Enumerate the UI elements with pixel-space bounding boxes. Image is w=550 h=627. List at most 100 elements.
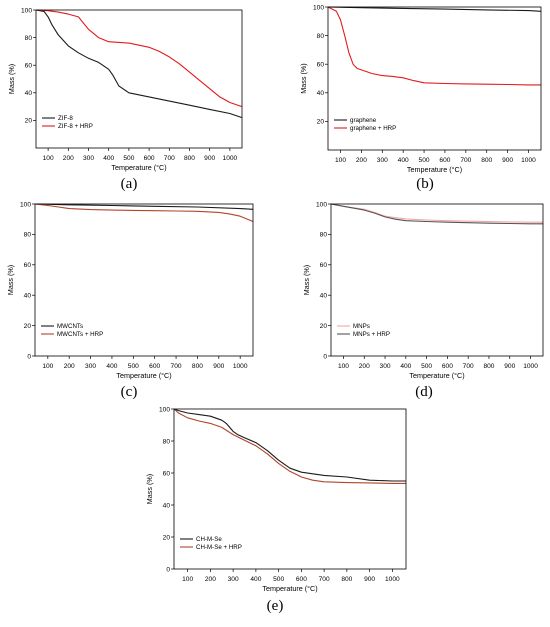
x-tick-label: 600 xyxy=(149,363,160,370)
series-line xyxy=(327,6,542,12)
y-tick-label: 40 xyxy=(163,502,171,509)
x-tick-label: 900 xyxy=(504,363,515,370)
y-tick-label: 20 xyxy=(163,534,171,541)
x-tick-label: 900 xyxy=(213,363,224,370)
x-tick-label: 600 xyxy=(144,155,155,162)
x-tick-label: 300 xyxy=(377,157,388,164)
legend-label: MNPs + HRP xyxy=(353,331,390,338)
series-line xyxy=(173,408,406,484)
x-tick-label: 500 xyxy=(123,155,134,162)
x-tick-label: 200 xyxy=(356,157,367,164)
x-tick-label: 100 xyxy=(43,155,54,162)
x-tick-label: 900 xyxy=(364,576,375,583)
x-tick-label: 800 xyxy=(192,363,203,370)
y-tick-label: 60 xyxy=(163,470,171,477)
x-axis-title: Temperature (°C) xyxy=(111,163,166,172)
x-tick-label: 500 xyxy=(273,576,284,583)
x-tick-label: 700 xyxy=(171,363,182,370)
x-tick-label: 300 xyxy=(380,363,391,370)
x-tick-label: 700 xyxy=(463,363,474,370)
plot-frame xyxy=(34,203,254,357)
x-tick-label: 400 xyxy=(250,576,261,583)
plot-frame xyxy=(330,203,544,357)
y-tick-label: 20 xyxy=(25,118,33,125)
series-line xyxy=(35,9,243,119)
y-tick-label: 40 xyxy=(25,90,33,97)
x-tick-label: 200 xyxy=(205,576,216,583)
x-tick-label: 600 xyxy=(442,363,453,370)
y-tick-label: 60 xyxy=(320,262,328,269)
x-tick-label: 300 xyxy=(85,363,96,370)
x-axis-title: Temperature (°C) xyxy=(262,584,317,593)
y-tick-label: 80 xyxy=(320,232,328,239)
x-tick-label: 400 xyxy=(400,363,411,370)
x-tick-label: 900 xyxy=(204,155,215,162)
x-tick-label: 900 xyxy=(502,157,513,164)
x-tick-label: 700 xyxy=(460,157,471,164)
y-tick-label: 80 xyxy=(317,33,325,40)
x-tick-label: 100 xyxy=(338,363,349,370)
x-tick-label: 100 xyxy=(182,576,193,583)
chart-panel: 100 200 300 400 500 600 700 800 900 1000 20 40 60 80 1… xyxy=(299,4,542,192)
y-axis-title: Mass (%) xyxy=(7,64,16,94)
y-tick-label: 60 xyxy=(24,262,32,269)
legend-label: ZIF-8 + HRP xyxy=(58,123,93,130)
x-tick-label: 500 xyxy=(128,363,139,370)
legend-label: CH-M-Se + HRP xyxy=(196,544,242,551)
series-line xyxy=(34,203,254,223)
y-tick-label: 0 xyxy=(166,566,170,573)
series-line xyxy=(35,9,243,108)
legend-label: MWCNTs + HRP xyxy=(57,331,103,338)
plot-frame xyxy=(173,408,407,570)
y-axis-title: Mass (%) xyxy=(6,265,15,295)
y-tick-label: 100 xyxy=(20,201,31,208)
x-tick-label: 300 xyxy=(228,576,239,583)
x-tick-label: 1000 xyxy=(233,363,248,370)
y-axis-title: Mass (%) xyxy=(302,265,311,295)
y-tick-label: 0 xyxy=(323,353,327,360)
chart-panel: 100 200 300 400 500 600 700 800 900 1000 0 20 40 60 80… xyxy=(6,201,254,400)
y-tick-label: 20 xyxy=(317,119,325,126)
x-tick-label: 800 xyxy=(483,363,494,370)
legend-label: MWCNTs xyxy=(57,323,83,330)
y-tick-label: 0 xyxy=(27,353,31,360)
legend-label: CH-M-Se xyxy=(196,536,222,543)
x-tick-label: 800 xyxy=(341,576,352,583)
legend-label: MNPs xyxy=(353,323,370,330)
x-tick-label: 300 xyxy=(83,155,94,162)
chart-panel: 100 200 300 400 500 600 700 800 900 1000 0 20 40 60 80… xyxy=(145,406,407,614)
x-tick-label: 1000 xyxy=(385,576,400,583)
y-tick-label: 20 xyxy=(320,323,328,330)
y-tick-label: 80 xyxy=(163,438,171,445)
legend-label: ZIF-8 xyxy=(58,115,73,122)
series-line xyxy=(330,203,543,225)
y-tick-label: 40 xyxy=(317,90,325,97)
x-tick-label: 600 xyxy=(296,576,307,583)
plot-frame xyxy=(327,6,542,151)
x-tick-label: 200 xyxy=(64,363,75,370)
chart-panel: 100 200 300 400 500 600 700 800 900 1000 0 20 40 60 80… xyxy=(302,201,544,400)
plot-frame xyxy=(35,9,243,149)
x-tick-label: 700 xyxy=(164,155,175,162)
panel-label: (c) xyxy=(121,384,138,400)
chart-panel: 100 200 300 400 500 600 700 800 900 1000 20 40 60 80 1… xyxy=(7,7,243,192)
x-tick-label: 500 xyxy=(421,363,432,370)
panel-label: (e) xyxy=(267,598,284,614)
x-tick-label: 1000 xyxy=(223,155,238,162)
x-tick-label: 500 xyxy=(419,157,430,164)
x-axis-title: Temperature (°C) xyxy=(116,371,171,380)
x-tick-label: 700 xyxy=(319,576,330,583)
series-line xyxy=(327,6,541,86)
y-tick-label: 80 xyxy=(25,35,33,42)
x-tick-label: 200 xyxy=(63,155,74,162)
x-tick-label: 1000 xyxy=(521,157,536,164)
x-tick-label: 100 xyxy=(42,363,53,370)
x-tick-label: 400 xyxy=(103,155,114,162)
y-tick-label: 100 xyxy=(159,406,170,413)
series-line xyxy=(173,408,406,482)
series-line xyxy=(330,203,543,223)
